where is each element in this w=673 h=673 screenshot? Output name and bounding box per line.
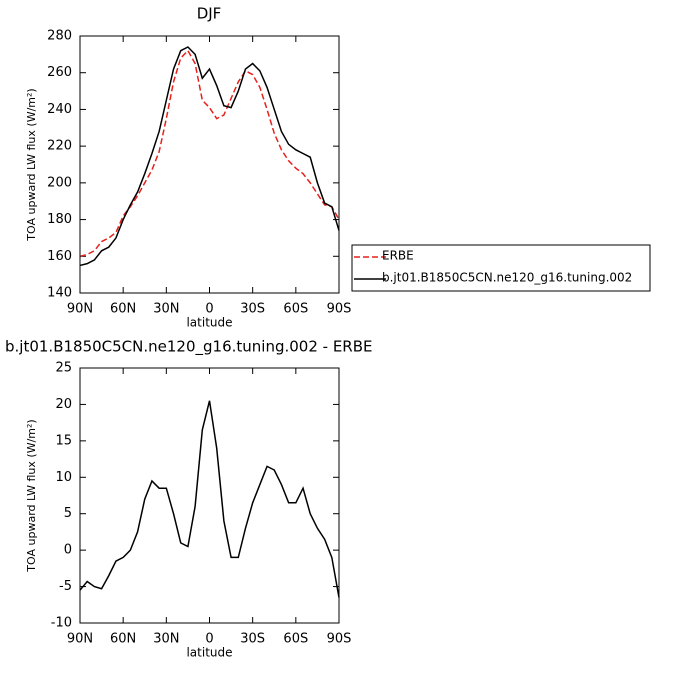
x-tick-label: 0	[205, 632, 213, 647]
x-tick-label: 60S	[283, 302, 308, 317]
x-tick-label: 60N	[110, 302, 136, 317]
plot-frame	[79, 35, 340, 294]
y-tick-label: -10	[51, 616, 72, 631]
plot-frame	[79, 367, 340, 624]
y-axis-label: TOA upward LW flux (W/m²)	[25, 419, 38, 572]
x-axis-label: latitude	[186, 316, 232, 330]
y-tick-label: 20	[55, 397, 72, 412]
y-tick-label: 160	[47, 249, 72, 264]
y-tick-label: 5	[64, 506, 72, 521]
legend-label: ERBE	[382, 249, 414, 263]
y-tick-label: 15	[55, 433, 72, 448]
x-tick-label: 30N	[153, 302, 179, 317]
x-tick-label: 90S	[327, 632, 352, 647]
y-tick-label: 10	[55, 470, 72, 485]
data-line	[79, 46, 340, 267]
chart-title: b.jt01.B1850C5CN.ne120_g16.tuning.002 - …	[5, 338, 373, 357]
y-tick-label: 280	[47, 29, 72, 44]
y-tick-label: 220	[47, 139, 72, 154]
x-tick-label: 0	[205, 302, 213, 317]
y-tick-label: 140	[47, 286, 72, 301]
legend-label: b.jt01.B1850C5CN.ne120_g16.tuning.002	[382, 271, 632, 285]
x-tick-label: 30N	[153, 632, 179, 647]
legend-box	[351, 244, 651, 292]
x-tick-label: 60S	[283, 632, 308, 647]
x-tick-label: 90N	[67, 632, 93, 647]
x-tick-label: 30S	[240, 302, 265, 317]
chart-title: DJF	[197, 5, 222, 23]
y-tick-label: 240	[47, 102, 72, 117]
x-tick-label: 90S	[327, 302, 352, 317]
y-tick-label: -5	[59, 579, 72, 594]
x-axis-label: latitude	[186, 646, 232, 660]
y-tick-label: 260	[47, 65, 72, 80]
y-tick-label: 180	[47, 212, 72, 227]
data-line	[79, 49, 340, 258]
y-tick-label: 25	[55, 361, 72, 376]
x-tick-label: 90N	[67, 302, 93, 317]
y-axis-label: TOA upward LW flux (W/m²)	[25, 88, 38, 241]
x-tick-label: 60N	[110, 632, 136, 647]
y-tick-label: 200	[47, 175, 72, 190]
y-tick-label: 0	[64, 543, 72, 558]
data-line	[79, 400, 340, 598]
x-tick-label: 30S	[240, 632, 265, 647]
